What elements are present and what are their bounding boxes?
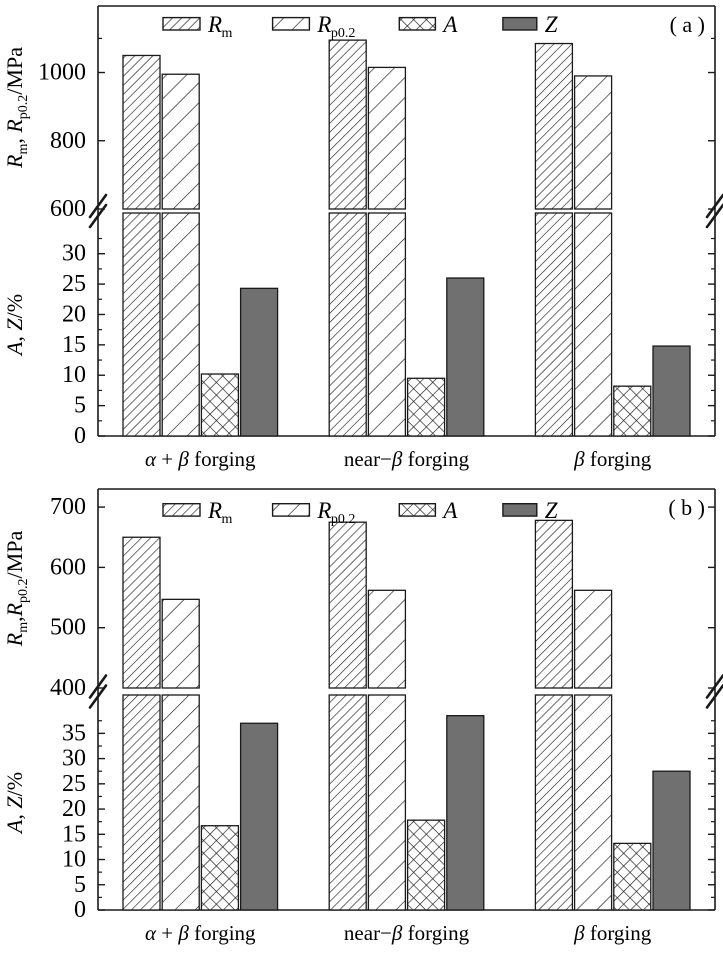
svg-text:m: m bbox=[222, 26, 233, 41]
svg-text:A, Z/%: A, Z/% bbox=[2, 294, 27, 357]
svg-text:1000: 1000 bbox=[38, 60, 86, 86]
svg-text:400: 400 bbox=[50, 675, 86, 701]
svg-text:10: 10 bbox=[62, 847, 86, 873]
svg-text:0: 0 bbox=[74, 897, 86, 923]
svg-text:25: 25 bbox=[62, 271, 86, 297]
svg-text:near−β forging: near−β forging bbox=[344, 921, 470, 945]
svg-text:( b ): ( b ) bbox=[668, 495, 705, 520]
svg-text:near−β forging: near−β forging bbox=[344, 447, 470, 471]
svg-text:5: 5 bbox=[74, 872, 86, 898]
svg-text:20: 20 bbox=[62, 301, 86, 327]
svg-text:Z: Z bbox=[545, 498, 558, 523]
svg-text:30: 30 bbox=[62, 746, 86, 772]
svg-text:R: R bbox=[316, 12, 331, 37]
svg-text:p0.2: p0.2 bbox=[331, 512, 356, 527]
svg-text:Rm,Rp0.2/MPa: Rm,Rp0.2/MPa bbox=[2, 531, 31, 648]
svg-text:p0.2: p0.2 bbox=[331, 26, 356, 41]
svg-text:m: m bbox=[222, 512, 233, 527]
svg-text:15: 15 bbox=[62, 332, 86, 358]
svg-text:R: R bbox=[207, 498, 222, 523]
svg-text:β forging: β forging bbox=[573, 921, 652, 945]
svg-text:600: 600 bbox=[50, 554, 86, 580]
svg-text:10: 10 bbox=[62, 362, 86, 388]
svg-text:Rm, Rp0.2/MPa: Rm, Rp0.2/MPa bbox=[2, 47, 31, 169]
svg-text:20: 20 bbox=[62, 796, 86, 822]
svg-text:700: 700 bbox=[50, 494, 86, 520]
svg-text:30: 30 bbox=[62, 241, 86, 267]
svg-text:15: 15 bbox=[62, 821, 86, 847]
svg-text:800: 800 bbox=[50, 128, 86, 154]
svg-text:R: R bbox=[316, 498, 331, 523]
svg-text:25: 25 bbox=[62, 771, 86, 797]
svg-text:5: 5 bbox=[74, 393, 86, 419]
svg-text:A: A bbox=[441, 498, 458, 523]
svg-text:35: 35 bbox=[62, 720, 86, 746]
svg-text:A: A bbox=[441, 12, 458, 37]
svg-text:α + β forging: α + β forging bbox=[145, 921, 256, 945]
svg-text:0: 0 bbox=[74, 423, 86, 449]
svg-text:Z: Z bbox=[545, 12, 558, 37]
svg-text:R: R bbox=[207, 12, 222, 37]
svg-text:( a ): ( a ) bbox=[670, 12, 705, 37]
svg-text:A, Z/%: A, Z/% bbox=[2, 772, 27, 835]
svg-text:500: 500 bbox=[50, 615, 86, 641]
svg-text:α + β forging: α + β forging bbox=[145, 447, 256, 471]
svg-text:600: 600 bbox=[50, 196, 86, 222]
svg-text:β forging: β forging bbox=[573, 447, 652, 471]
